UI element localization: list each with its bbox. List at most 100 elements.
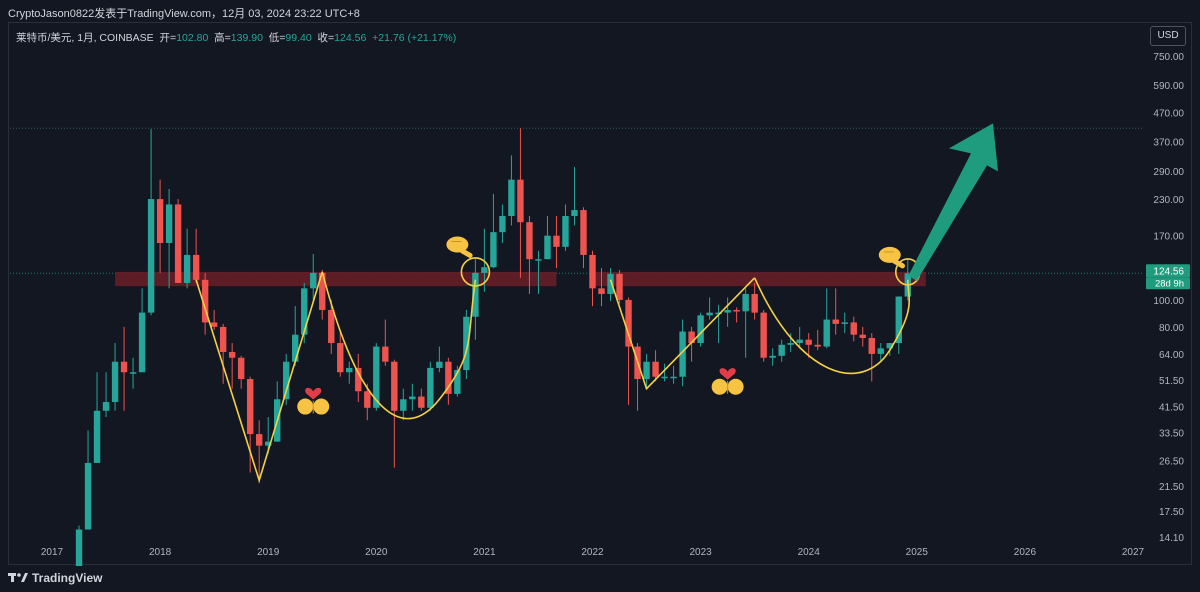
candle-body <box>733 309 740 312</box>
heart-shape <box>719 368 736 380</box>
price-tick-label: 21.50 <box>1159 482 1184 493</box>
candle-body <box>463 316 470 371</box>
candle-body <box>805 339 812 345</box>
candle-body <box>661 376 668 379</box>
price-tick-label: 100.00 <box>1153 296 1184 307</box>
candle-body <box>445 361 452 394</box>
candle-body <box>292 334 299 362</box>
candle-body <box>742 293 749 312</box>
candle-body <box>580 210 587 255</box>
candle-body <box>418 396 425 408</box>
candle-body <box>355 367 362 392</box>
candle-body <box>778 344 785 356</box>
candle-body <box>472 272 479 317</box>
left-hand <box>711 378 728 395</box>
candle-body <box>237 357 245 380</box>
time-tick-label: 2019 <box>257 547 280 558</box>
candle-body <box>310 272 317 289</box>
tradingview-logo[interactable]: TradingView <box>8 571 102 585</box>
candle-body <box>346 367 353 373</box>
candle-body <box>814 344 821 347</box>
candle-body <box>625 299 632 347</box>
candle-body <box>246 379 254 435</box>
publisher-line: CryptoJason0822发表于TradingView.com，12月 03… <box>8 8 360 20</box>
candle-body <box>391 361 398 411</box>
candle-body <box>616 273 623 300</box>
right-hand <box>727 378 744 395</box>
price-axis: 750.00 590.00 470.00 370.00 290.00 230.00 170.… <box>1146 52 1190 544</box>
change-value: +21.76 (+21.17%) <box>372 32 457 44</box>
candle-body <box>382 346 389 362</box>
annotations <box>195 123 998 484</box>
low-label: 低= <box>268 32 286 44</box>
price-tick-label: 80.00 <box>1159 323 1184 334</box>
price-tick-label: 170.00 <box>1153 232 1184 243</box>
resistance-zone <box>115 271 926 287</box>
candle-body <box>751 293 758 313</box>
candle-body <box>760 312 767 358</box>
candle-body <box>859 334 866 338</box>
v-pattern-line-2022 <box>609 277 756 391</box>
candle-body <box>589 254 596 289</box>
price-tick-label: 14.10 <box>1159 533 1184 544</box>
candle-body <box>895 296 902 344</box>
candle-body <box>787 343 794 345</box>
candle-body <box>210 322 218 327</box>
candle-body <box>553 235 560 247</box>
candle-body <box>192 254 200 280</box>
candle-body <box>517 179 524 223</box>
candle-body <box>165 204 173 243</box>
candle-body <box>364 391 371 408</box>
right-hand <box>313 398 330 415</box>
time-tick-label: 2020 <box>365 547 388 558</box>
bullish-arrow-icon <box>908 123 998 281</box>
left-hand <box>297 398 314 415</box>
candle-body <box>454 370 461 394</box>
pointing-hand-icon <box>446 236 473 258</box>
open-label: 开= <box>159 32 177 44</box>
candle-body <box>598 288 605 294</box>
tradingview-logo-icon <box>8 573 28 582</box>
publisher-bar: CryptoJason0822发表于TradingView.com，12月 03… <box>0 0 1200 24</box>
last-price-badge <box>1146 264 1190 278</box>
currency-button[interactable]: USD <box>1150 26 1186 46</box>
candles <box>75 128 911 592</box>
price-tick-label: 33.50 <box>1159 428 1184 439</box>
price-tick-label: 370.00 <box>1153 138 1184 149</box>
candle-body <box>571 210 578 216</box>
candle-body <box>607 273 614 294</box>
symbol-name: 莱特币/美元, 1月, COINBASE <box>16 32 154 44</box>
candle-body <box>706 312 713 316</box>
candle-body <box>643 361 650 380</box>
time-tick-label: 2017 <box>41 547 64 558</box>
time-axis: 2017 2018 2019 2020 2021 2022 2023 2024 2025 2026… <box>41 547 1145 558</box>
close-value: 124.56 <box>334 32 367 44</box>
candle-body <box>427 367 434 408</box>
resistance-zone-right <box>592 271 926 287</box>
time-tick-label: 2027 <box>1122 547 1145 558</box>
price-tick-label: 51.50 <box>1159 376 1184 387</box>
candle-body <box>156 199 164 243</box>
candle-body <box>337 343 344 373</box>
candle-body <box>841 322 848 324</box>
candle-body <box>301 288 308 335</box>
brand-name: TradingView <box>32 571 103 585</box>
candle-body <box>265 441 272 446</box>
hand-finger <box>892 258 905 269</box>
time-tick-label: 2026 <box>1014 547 1037 558</box>
candle-body <box>868 337 875 354</box>
low-value: 99.40 <box>285 32 312 44</box>
candle-body <box>409 396 416 400</box>
candle-body <box>138 312 146 373</box>
time-tick-label: 2024 <box>798 547 821 558</box>
candle-body <box>283 361 290 400</box>
candle-body <box>832 319 839 324</box>
cup-curve-2024 <box>753 277 911 374</box>
candle-body <box>877 348 884 354</box>
candle-body <box>201 279 209 323</box>
high-value: 139.90 <box>230 32 263 44</box>
candle-body <box>688 331 695 344</box>
candle-body <box>823 319 830 347</box>
price-tick-label: 17.50 <box>1159 507 1184 518</box>
